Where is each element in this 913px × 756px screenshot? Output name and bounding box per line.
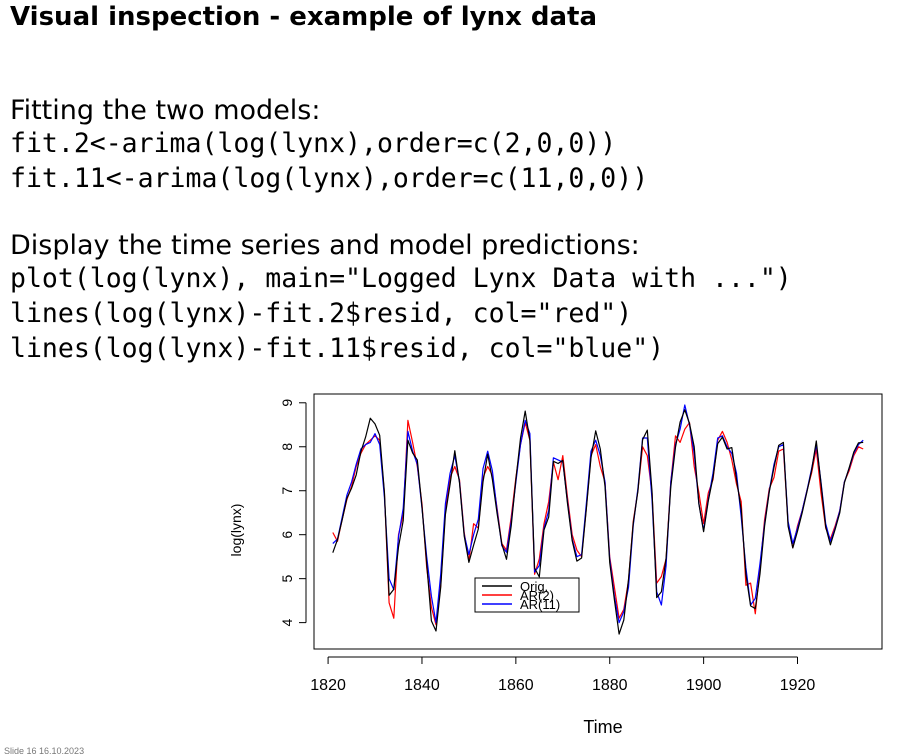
- plot-frame: [313, 393, 883, 650]
- display-code-line-2: lines(log(lynx)-fit.2$resid, col="red"): [10, 298, 633, 329]
- series-line-orig: [332, 409, 864, 635]
- x-tick-label-1820: 1820: [310, 677, 346, 694]
- y-tick-label-5: 5: [279, 575, 295, 583]
- x-axis-label: Time: [583, 717, 622, 737]
- x-tick-label-1860: 1860: [498, 677, 534, 694]
- y-tick-label-7: 7: [279, 487, 295, 495]
- y-axis: 4 5 6 7 8 9: [279, 399, 307, 627]
- x-tick-label-1880: 1880: [592, 677, 628, 694]
- x-tick-label-1920: 1920: [780, 677, 816, 694]
- series-layer: [332, 404, 864, 635]
- fit-code-line-1: fit.2<-arima(log(lynx),order=c(2,0,0)): [10, 128, 617, 159]
- legend-label-ar11: AR(11): [520, 597, 560, 612]
- display-heading: Display the time series and model predic…: [10, 230, 640, 261]
- legend-label-ar2: AR(2): [520, 588, 554, 603]
- legend: Orig.AR(2)AR(11): [474, 577, 580, 613]
- display-code-line-3: lines(log(lynx)-fit.11$resid, col="blue"…: [10, 333, 665, 364]
- x-axis: 1820 1840 1860 1880 1900 1920: [310, 656, 816, 694]
- y-tick-label-4: 4: [279, 619, 295, 627]
- slide-title: Visual inspection - example of lynx data: [10, 2, 598, 32]
- x-tick-label-1840: 1840: [404, 677, 440, 694]
- y-tick-label-6: 6: [279, 531, 295, 539]
- fit-heading: Fitting the two models:: [10, 95, 321, 126]
- y-tick-label-8: 8: [279, 443, 295, 451]
- slide-footer: Slide 16 16.10.2023: [4, 746, 85, 756]
- legend-label-orig: Orig.: [520, 579, 548, 594]
- y-axis-label: log(lynx): [228, 504, 244, 557]
- x-tick-label-1900: 1900: [686, 677, 722, 694]
- display-code-line-1: plot(log(lynx), main="Logged Lynx Data w…: [10, 263, 792, 294]
- y-tick-label-9: 9: [279, 399, 295, 407]
- fit-code-line-2: fit.11<-arima(log(lynx),order=c(11,0,0)): [10, 163, 649, 194]
